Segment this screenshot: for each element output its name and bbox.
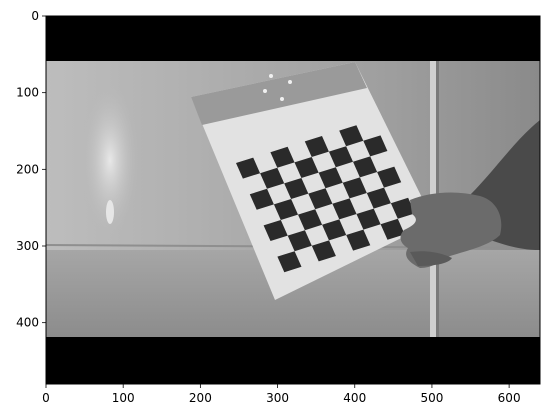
checker-square [277,251,302,273]
photo-light-reflection-bright [106,200,114,224]
checker-square [260,167,285,189]
checker-square [311,240,336,262]
x-axis-ticks: 0 100 200 300 400 500 600 [42,384,521,405]
checker-square [363,135,388,157]
checker-square [328,146,353,168]
checker-square [342,177,367,199]
checker-square [380,218,405,240]
y-axis-ticks: 0 100 200 300 400 [16,9,46,330]
board-marker [269,74,273,78]
photo-hand [400,120,540,268]
y-tick-label: 100 [16,86,39,100]
checker-square [377,166,402,188]
checker-square [270,146,295,168]
checker-square [284,178,309,199]
x-tick-label: 0 [42,391,50,405]
x-tick-label: 400 [343,391,366,405]
checker-square [294,157,319,178]
photo-light-reflection [80,80,140,240]
checker-square [249,188,274,210]
x-tick-label: 200 [189,391,212,405]
x-tick-label: 600 [498,391,521,405]
checker-square [298,209,323,231]
x-tick-label: 500 [420,391,443,405]
y-tick-label: 0 [31,9,39,23]
board-top-strip [191,62,367,125]
checker-square [287,230,312,252]
image-area [46,16,540,384]
photo-finger [410,251,452,266]
y-tick-label: 200 [16,162,39,176]
checker-square [346,229,371,251]
board-marker [280,97,284,101]
image-band-top [46,16,540,61]
checker-squares [236,125,415,273]
board-paper [191,62,434,300]
x-tick-label: 100 [112,391,135,405]
calibration-board [191,62,434,300]
y-tick-label: 400 [16,316,39,330]
checker-square [273,199,298,220]
checker-square [304,136,329,157]
checker-square [339,125,364,147]
checker-square [332,198,357,220]
checker-square [322,219,347,241]
image-band-bottom [46,337,540,384]
checker-square [308,188,333,210]
photo-hand-shape [400,192,502,268]
checker-square [236,157,261,179]
board-marker [263,89,267,93]
y-tick-label: 300 [16,239,39,253]
checker-square [366,187,391,209]
board-marker [288,80,292,84]
checker-square [353,156,378,178]
checker-square [318,167,343,189]
axes-frame [45,15,541,385]
checker-square [390,197,415,219]
x-tick-label: 300 [266,391,289,405]
checker-square [263,220,288,241]
checker-square [356,208,381,230]
